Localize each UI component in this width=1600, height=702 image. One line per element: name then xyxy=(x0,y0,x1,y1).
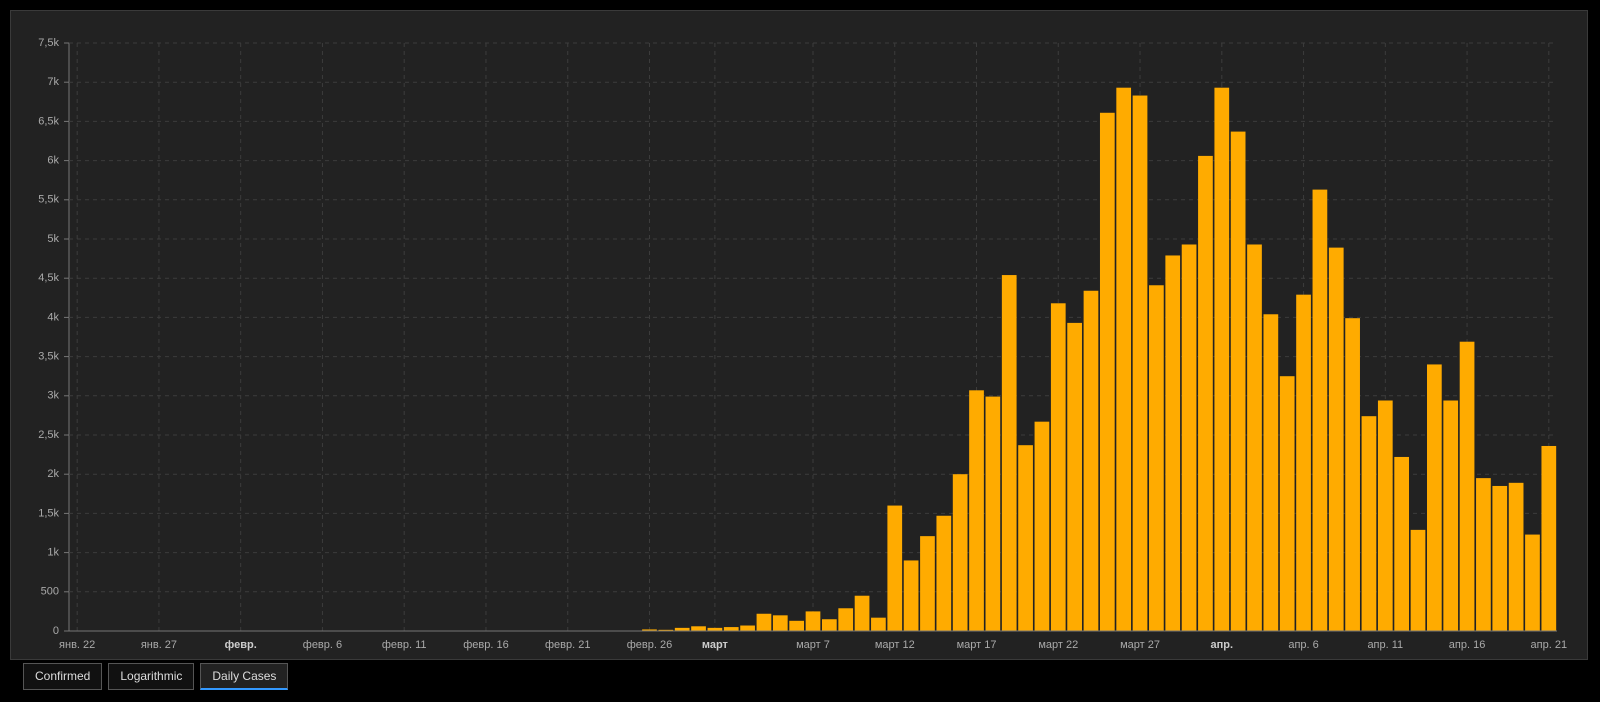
bar xyxy=(723,627,739,631)
bar xyxy=(1377,400,1393,631)
bar xyxy=(1116,87,1132,632)
bar xyxy=(1001,275,1017,631)
x-tick-label: апр. 6 xyxy=(1288,639,1318,651)
x-tick-label: апр. 16 xyxy=(1449,639,1486,651)
bar xyxy=(936,515,952,631)
y-tick-label: 1,5k xyxy=(38,507,59,519)
bar xyxy=(1247,244,1262,631)
x-tick-label: янв. 27 xyxy=(141,639,177,651)
bar xyxy=(1459,341,1475,631)
bar xyxy=(1018,445,1033,631)
bar xyxy=(903,560,919,631)
bar xyxy=(642,629,657,631)
bar xyxy=(1361,416,1377,631)
bar xyxy=(1198,155,1213,631)
bar xyxy=(1214,87,1230,632)
bar xyxy=(1165,255,1181,632)
y-tick-label: 500 xyxy=(41,586,59,598)
bar xyxy=(1181,244,1197,631)
y-tick-label: 4,5k xyxy=(38,272,59,284)
bar xyxy=(854,595,870,631)
y-tick-label: 6,5k xyxy=(38,115,59,127)
x-tick-label: февр. xyxy=(225,639,257,651)
bar xyxy=(691,626,706,631)
x-tick-label: февр. 16 xyxy=(463,639,508,651)
x-tick-label: март 27 xyxy=(1120,639,1160,651)
bar xyxy=(1476,478,1491,631)
y-tick-label: 7k xyxy=(47,76,59,88)
y-tick-label: 7,5k xyxy=(38,37,59,49)
bar xyxy=(1132,95,1148,631)
x-tick-label: февр. 21 xyxy=(545,639,590,651)
bar xyxy=(707,627,723,631)
bar xyxy=(789,620,805,631)
bar xyxy=(805,611,821,631)
bar xyxy=(969,390,984,631)
bar xyxy=(1394,456,1410,631)
bar xyxy=(1443,400,1459,631)
bar xyxy=(1083,290,1099,631)
x-tick-label: февр. 26 xyxy=(627,639,672,651)
bar xyxy=(985,396,1001,631)
bar xyxy=(871,617,886,631)
bar xyxy=(1099,112,1115,631)
chart: 0 500 1k 1,5k 2k 2,5k 3k 3,5k 4k 4,5k 5k 5,5k 6k 6,5k… xyxy=(38,37,1568,651)
x-tick-label: апр. 11 xyxy=(1367,639,1403,651)
x-tick-label: март xyxy=(702,639,729,651)
y-tick-label: 4k xyxy=(47,311,59,323)
bar xyxy=(920,536,935,631)
tab-button[interactable]: Daily Cases xyxy=(200,663,289,690)
bar xyxy=(1050,303,1066,631)
bar xyxy=(1345,318,1360,631)
x-tick-label: янв. 22 xyxy=(59,639,95,651)
y-tick-label: 5k xyxy=(47,233,59,245)
x-tick-label: февр. 6 xyxy=(303,639,342,651)
bar xyxy=(1067,322,1082,631)
x-tick-label: февр. 11 xyxy=(382,639,427,651)
bar xyxy=(1492,485,1508,631)
y-tick-label: 5,5k xyxy=(38,194,59,206)
bar xyxy=(674,627,690,631)
bar xyxy=(1149,285,1164,631)
bar xyxy=(1296,294,1311,631)
bar xyxy=(1410,529,1426,631)
bar xyxy=(1508,482,1524,631)
x-tick-label: март 17 xyxy=(957,639,997,651)
bar xyxy=(1034,421,1050,631)
bar xyxy=(1230,131,1246,631)
button-bar: Confirmed Logarithmic Daily Cases xyxy=(23,663,289,690)
bar xyxy=(740,625,755,631)
bar xyxy=(1328,247,1344,631)
tab-button[interactable]: Confirmed xyxy=(23,663,103,690)
bar xyxy=(1541,445,1557,631)
bar xyxy=(658,629,674,631)
bar xyxy=(1525,534,1540,631)
bar xyxy=(772,615,788,631)
y-tick-label: 6k xyxy=(47,155,59,167)
bar xyxy=(756,613,772,631)
bar xyxy=(1312,189,1328,631)
x-tick-label: март 12 xyxy=(875,639,915,651)
bar xyxy=(1427,364,1442,631)
bar xyxy=(1263,314,1279,631)
y-tick-label: 3k xyxy=(47,390,59,402)
y-tick-label: 0 xyxy=(53,625,59,637)
bar xyxy=(821,619,837,631)
y-tick-label: 2,5k xyxy=(38,429,59,441)
y-tick-label: 2k xyxy=(47,468,59,480)
y-tick-label: 1k xyxy=(47,547,59,559)
bar xyxy=(1279,376,1295,631)
bar xyxy=(838,608,854,631)
bar xyxy=(952,474,968,631)
x-tick-label: апр. xyxy=(1211,639,1234,651)
chart-panel: 0 500 1k 1,5k 2k 2,5k 3k 3,5k 4k 4,5k 5k 5,5k 6k 6,5k… xyxy=(10,10,1588,660)
y-tick-label: 3,5k xyxy=(38,351,59,363)
x-tick-label: апр. 21 xyxy=(1531,639,1568,651)
x-tick-label: март 7 xyxy=(796,639,830,651)
bar xyxy=(887,505,903,631)
tab-button[interactable]: Logarithmic xyxy=(108,663,195,690)
x-tick-label: март 22 xyxy=(1038,639,1078,651)
